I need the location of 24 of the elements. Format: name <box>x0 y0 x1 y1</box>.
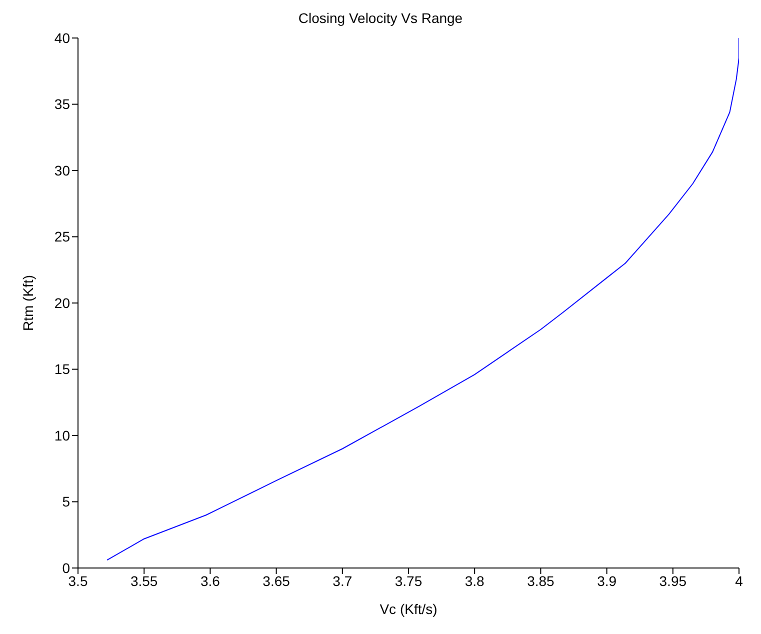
x-tick-label: 3.85 <box>527 572 555 589</box>
y-tick-label: 10 <box>54 427 70 444</box>
x-tick-label: 3.8 <box>464 572 485 589</box>
y-tick-label: 5 <box>62 494 70 510</box>
x-tick-label: 3.7 <box>332 572 352 589</box>
x-tick-label: 3.6 <box>200 572 220 589</box>
x-tick-label: 3.65 <box>262 572 290 589</box>
line-series <box>106 38 739 561</box>
y-tick-label: 35 <box>54 96 70 112</box>
y-tick-label: 30 <box>54 162 70 178</box>
x-tick-label: 3.95 <box>659 572 687 589</box>
chart-title: Closing Velocity Vs Range <box>297 9 464 28</box>
x-axis-title: Vc (Kft/s) <box>380 601 438 617</box>
y-tick-label: 20 <box>54 294 70 311</box>
x-tick-label: 3.9 <box>597 572 617 589</box>
y-tick-label: 15 <box>54 361 70 378</box>
y-tick-label: 25 <box>54 228 70 245</box>
x-tick-label: 4 <box>735 572 744 589</box>
x-tick-label: 3.75 <box>394 572 422 589</box>
y-axis-title: Rtm (Kft) <box>20 275 36 331</box>
y-tick-label: 0 <box>62 560 70 576</box>
y-tick-label: 40 <box>54 30 70 46</box>
x-tick-label: 3.5 <box>68 572 88 589</box>
x-tick-label: 3.55 <box>130 572 158 589</box>
